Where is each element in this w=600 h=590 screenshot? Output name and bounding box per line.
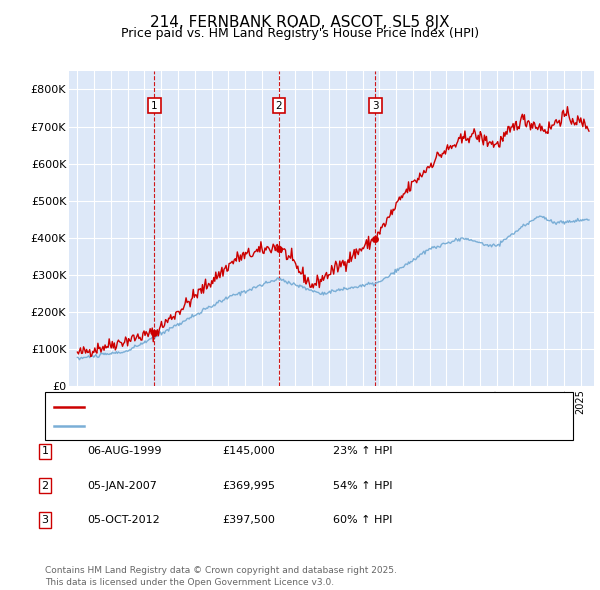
Text: 214, FERNBANK ROAD, ASCOT, SL5 8JX: 214, FERNBANK ROAD, ASCOT, SL5 8JX [150, 15, 450, 30]
Point [370, 234, 380, 244]
Point [274, 244, 284, 254]
Text: 1: 1 [41, 447, 49, 456]
Text: 05-OCT-2012: 05-OCT-2012 [87, 515, 160, 525]
Text: 60% ↑ HPI: 60% ↑ HPI [333, 515, 392, 525]
Text: £397,500: £397,500 [222, 515, 275, 525]
Text: 214, FERNBANK ROAD, ASCOT, SL5 8JX (semi-detached house): 214, FERNBANK ROAD, ASCOT, SL5 8JX (semi… [90, 402, 418, 412]
Point [149, 328, 159, 337]
Text: Price paid vs. HM Land Registry's House Price Index (HPI): Price paid vs. HM Land Registry's House … [121, 27, 479, 40]
Text: 1: 1 [151, 100, 158, 110]
Text: £145,000: £145,000 [222, 447, 275, 456]
Text: HPI: Average price, semi-detached house, Bracknell Forest: HPI: Average price, semi-detached house,… [90, 421, 395, 431]
Text: 54% ↑ HPI: 54% ↑ HPI [333, 481, 392, 490]
Text: 05-JAN-2007: 05-JAN-2007 [87, 481, 157, 490]
Text: 3: 3 [372, 100, 379, 110]
Text: Contains HM Land Registry data © Crown copyright and database right 2025.
This d: Contains HM Land Registry data © Crown c… [45, 566, 397, 587]
Text: 2: 2 [275, 100, 282, 110]
Text: 2: 2 [41, 481, 49, 490]
Text: £369,995: £369,995 [222, 481, 275, 490]
Text: 23% ↑ HPI: 23% ↑ HPI [333, 447, 392, 456]
Text: 06-AUG-1999: 06-AUG-1999 [87, 447, 161, 456]
Text: 3: 3 [41, 515, 49, 525]
